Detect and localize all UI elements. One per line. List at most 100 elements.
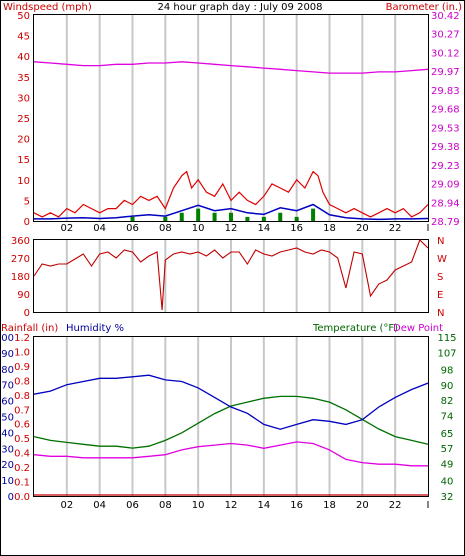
direction-tick-label: 0 <box>24 308 30 319</box>
wind-tick-label: 10 <box>17 176 30 187</box>
humidity-line <box>33 374 429 430</box>
temperature-axis-title: Temperature (°F) <box>312 323 398 334</box>
baro-tick-label: 30.27 <box>431 30 460 41</box>
x-tick-label: 18 <box>323 223 336 234</box>
humidity-tick-label: 20 <box>1 460 14 471</box>
x-tick-label: 14 <box>257 223 270 234</box>
windspeed-axis-title: Windspeed (mph) <box>3 2 92 13</box>
x-tick-label: 22 <box>389 500 402 511</box>
rain-tick-label: 0.6 <box>14 420 30 431</box>
rain-tick-label: 0.0 <box>14 492 30 503</box>
x-tick-label: 12 <box>225 223 238 234</box>
dewpoint-axis-title: Dew Point <box>393 323 443 334</box>
baro-tick-label: 29.97 <box>431 67 460 78</box>
temp-tick-label: 40 <box>441 477 454 488</box>
calm-bar <box>179 212 184 221</box>
x-tick-label: 20 <box>356 223 369 234</box>
baro-tick-label: 29.53 <box>431 123 460 134</box>
baro-tick-label: 29.38 <box>431 142 460 153</box>
calm-bar <box>294 216 299 221</box>
wind-tick-label: 0 <box>24 217 30 228</box>
wind-panel-frame <box>33 14 429 222</box>
wind-tick-label: 15 <box>17 155 30 166</box>
humidity-tick-label: 30 <box>1 444 14 455</box>
baro-tick-label: 30.12 <box>431 48 460 59</box>
wind-tick-label: 40 <box>17 52 30 63</box>
compass-label: W <box>437 254 447 265</box>
wind-tick-label: 50 <box>17 11 30 22</box>
humidity-tick-label: 50 <box>1 413 14 424</box>
wind-tick-label: 25 <box>17 114 30 125</box>
wind-tick-label: 20 <box>17 135 30 146</box>
rain-tick-label: 0.7 <box>14 405 30 416</box>
wind-tick-label: 45 <box>17 32 30 43</box>
x-tick-label: 02 <box>60 500 73 511</box>
wind-tick-label: 5 <box>24 196 30 207</box>
x-tick-label: 20 <box>356 500 369 511</box>
humidity-axis-title: Humidity % <box>66 323 124 334</box>
humidity-tick-label: 60 <box>1 397 14 408</box>
direction-panel-frame <box>33 239 429 313</box>
humidity-tick-label: 70 <box>1 381 14 392</box>
x-tick-label: 10 <box>192 223 205 234</box>
temp-tick-label: 57 <box>441 444 454 455</box>
humidity-tick-label: 10 <box>1 476 14 487</box>
wind-tick-label: 35 <box>17 73 30 84</box>
x-tick-mark: I <box>427 500 430 511</box>
rain-tick-label: 1.2 <box>14 333 30 344</box>
rain-tick-label: 0.9 <box>14 362 30 373</box>
direction-tick-label: 90 <box>17 290 30 301</box>
temp-tick-label: 115 <box>437 333 456 344</box>
dewpoint-line <box>33 441 428 467</box>
barometer-line <box>33 61 429 74</box>
temp-tick-label: 98 <box>441 366 454 377</box>
x-tick-label: 22 <box>389 223 402 234</box>
weather-panel-frame <box>33 336 429 497</box>
x-tick-label: 06 <box>126 500 139 511</box>
baro-tick-label: 30.42 <box>431 11 460 22</box>
x-tick-label: 04 <box>93 500 106 511</box>
chart-title: 24 hour graph day : July 09 2008 <box>157 2 322 13</box>
calm-bar <box>196 208 201 221</box>
x-tick-label: 16 <box>290 500 303 511</box>
x-tick-label: 16 <box>290 223 303 234</box>
humidity-tick-label: 100 <box>0 333 14 344</box>
rain-tick-label: 0.8 <box>14 376 30 387</box>
temp-tick-label: 107 <box>437 348 456 359</box>
calm-bar <box>311 208 316 221</box>
calm-bar <box>245 216 250 221</box>
direction-tick-label: 360 <box>11 236 30 247</box>
x-tick-label: 06 <box>126 223 139 234</box>
temp-tick-label: 49 <box>441 459 454 470</box>
x-tick-label: 12 <box>225 500 238 511</box>
direction-line <box>33 239 429 311</box>
baro-tick-label: 28.79 <box>431 217 460 228</box>
humidity-tick-label: 80 <box>1 365 14 376</box>
baro-tick-label: 29.83 <box>431 86 460 97</box>
compass-label: N <box>437 236 444 247</box>
x-tick-label: 08 <box>159 223 172 234</box>
gust-line <box>33 170 429 218</box>
avg-wind-line <box>34 203 429 221</box>
wind-tick-label: 30 <box>17 93 30 104</box>
humidity-tick-label: 40 <box>1 428 14 439</box>
x-tick-label: 08 <box>159 500 172 511</box>
calm-bar <box>163 216 168 221</box>
baro-tick-label: 29.68 <box>431 105 460 116</box>
calm-bar <box>212 212 217 221</box>
humidity-tick-label: 0 <box>8 492 14 503</box>
temp-tick-label: 32 <box>441 492 454 503</box>
x-tick-label: 02 <box>60 223 73 234</box>
x-tick-label: 18 <box>323 500 336 511</box>
compass-label: N <box>437 308 444 319</box>
barometer-axis-title: Barometer (in.) <box>386 2 462 13</box>
x-tick-label: 04 <box>93 223 106 234</box>
direction-tick-label: 180 <box>11 272 30 283</box>
humidity-tick-label: 90 <box>1 349 14 360</box>
x-tick-label: 14 <box>257 500 270 511</box>
baro-tick-label: 28.94 <box>431 198 460 209</box>
compass-label: S <box>437 272 443 283</box>
temp-tick-label: 74 <box>441 412 454 423</box>
